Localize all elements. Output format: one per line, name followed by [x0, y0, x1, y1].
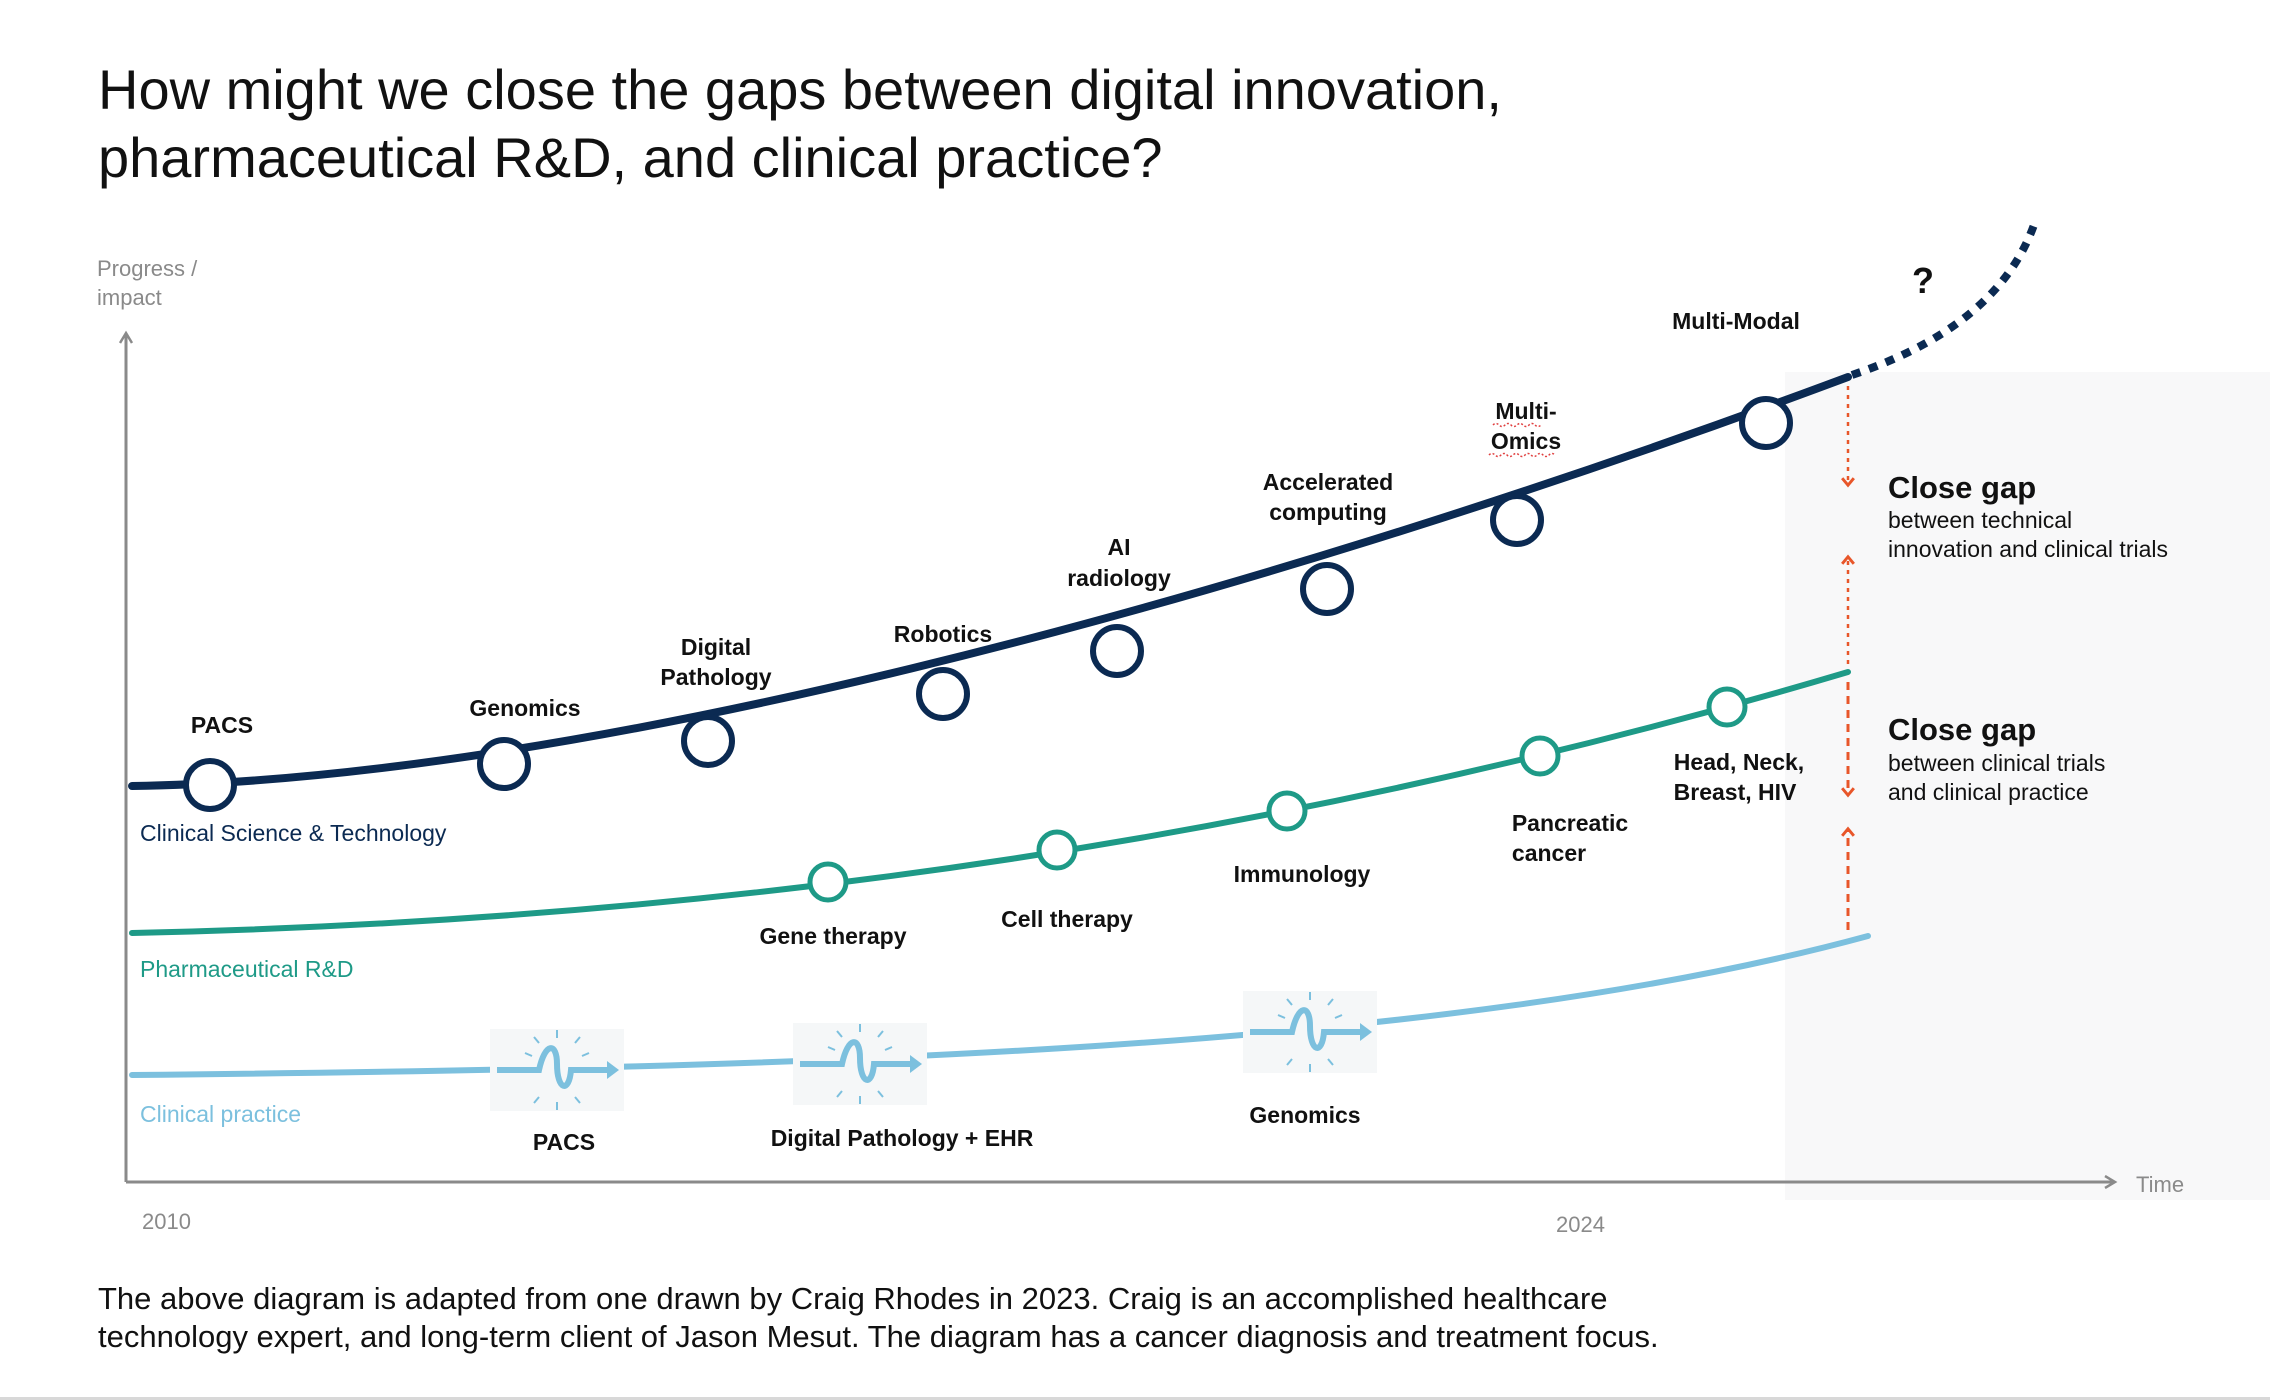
footnote: The above diagram is adapted from one dr… — [98, 1280, 1998, 1356]
tech-future-curve — [1850, 220, 2039, 379]
pharma-node — [1519, 735, 1561, 777]
tech-milestone-robotics: Robotics — [894, 621, 992, 721]
pharma-track-name: Pharmaceutical R&D — [140, 956, 353, 982]
tech-milestone-multi-modal: Multi-Modal — [1672, 308, 1800, 450]
spellcheck-underline — [1488, 422, 1556, 458]
gap-note-clinical-trials: Close gap between clinical trials and cl… — [1888, 712, 2105, 805]
pharma-milestone-label: Gene therapy — [760, 923, 907, 949]
clinical-milestone-label: PACS — [533, 1129, 595, 1155]
tech-milestone-accelerated-computing: Accelerated computing — [1263, 469, 1393, 616]
gap-note-line: between technical — [1888, 507, 2072, 533]
tech-node — [681, 714, 735, 768]
x-tick-end: 2024 — [1556, 1212, 1605, 1237]
gap-note-line: between clinical trials — [1888, 750, 2105, 776]
title-line-2: pharmaceutical R&D, and clinical practic… — [98, 126, 1163, 189]
y-axis-label-line1: Progress / — [97, 256, 198, 281]
footnote-line-2: technology expert, and long-term client … — [98, 1319, 1659, 1354]
tech-node — [1300, 562, 1354, 616]
clinical-milestone-genomics: Genomics — [1243, 991, 1377, 1128]
tech-node — [916, 667, 970, 721]
tech-milestone-genomics: Genomics — [469, 695, 581, 791]
title-line-1: How might we close the gaps between digi… — [98, 58, 1502, 121]
adoption-squiggle-icon — [490, 1029, 624, 1111]
tech-milestone-label: Digital — [681, 634, 751, 660]
tech-milestone-label: radiology — [1067, 565, 1171, 591]
pharma-milestone-cell-therapy: Cell therapy — [1001, 829, 1133, 932]
tech-node — [183, 758, 237, 812]
tech-milestone-label: Omics — [1491, 428, 1561, 454]
adoption-squiggle-icon — [1243, 991, 1377, 1073]
clinical-milestone-pacs: PACS — [490, 1029, 624, 1155]
tech-milestone-label: PACS — [191, 712, 253, 738]
pharma-curve — [129, 669, 1851, 936]
x-tick-start: 2010 — [142, 1209, 191, 1234]
adoption-squiggle-icon — [793, 1023, 927, 1105]
pharma-node — [1706, 686, 1748, 728]
tech-milestone-label: computing — [1269, 499, 1387, 525]
tech-milestone-digital-pathology: Digital Pathology — [660, 634, 772, 768]
pharma-node — [807, 861, 849, 903]
pharma-milestone-gene-therapy: Gene therapy — [760, 861, 907, 949]
tech-node — [1739, 396, 1793, 450]
tech-milestone-label: Multi- — [1495, 398, 1556, 424]
gap-note-technical-innovation: Close gap between technical innovation a… — [1888, 470, 2168, 562]
tech-milestone-label: Accelerated — [1263, 469, 1393, 495]
pharma-milestone-label: Immunology — [1234, 861, 1371, 887]
tech-milestone-ai-radiology: AI radiology — [1067, 534, 1171, 678]
pharma-milestone-pancreatic-cancer: Pancreatic cancer — [1512, 735, 1629, 866]
tech-node — [477, 737, 531, 791]
pharma-milestone-head-neck-breast-hiv: Head, Neck, Breast, HIV — [1674, 686, 1804, 805]
pharma-milestone-label: Cell therapy — [1001, 906, 1133, 932]
pharma-milestone-label: cancer — [1512, 840, 1586, 866]
tech-milestone-label: AI — [1108, 534, 1131, 560]
tech-milestone-pacs: PACS — [183, 712, 253, 812]
pharma-node — [1266, 790, 1308, 832]
tech-node — [1090, 624, 1144, 678]
tech-track-name: Clinical Science & Technology — [140, 820, 447, 846]
pharma-milestone-label: Breast, HIV — [1674, 779, 1797, 805]
clinical-milestone-label: Digital Pathology + EHR — [771, 1125, 1034, 1151]
tech-milestone-multi-omics: Multi- Omics — [1488, 398, 1561, 547]
clinical-track-name: Clinical practice — [140, 1101, 301, 1127]
future-question-mark: ? — [1912, 260, 1934, 301]
footnote-line-1: The above diagram is adapted from one dr… — [98, 1281, 1608, 1316]
clinical-milestone-digital-pathology-ehr: Digital Pathology + EHR — [771, 1023, 1034, 1151]
gap-note-title: Close gap — [1888, 470, 2036, 505]
bottom-divider — [0, 1397, 2270, 1400]
tech-node — [1490, 493, 1544, 547]
pharma-node — [1036, 829, 1078, 871]
y-axis-label-line2: impact — [97, 285, 162, 310]
x-axis-label: Time — [2136, 1172, 2184, 1197]
page-title: How might we close the gaps between digi… — [98, 56, 1798, 192]
clinical-milestone-label: Genomics — [1249, 1102, 1360, 1128]
gap-note-title: Close gap — [1888, 712, 2036, 747]
tech-curve — [128, 373, 1852, 790]
pharma-milestone-label: Head, Neck, — [1674, 749, 1804, 775]
gap-note-line: innovation and clinical trials — [1888, 536, 2168, 562]
tech-milestone-label: Pathology — [660, 664, 771, 690]
tech-milestone-label: Multi-Modal — [1672, 308, 1800, 334]
future-panel — [1785, 372, 2270, 1200]
clinical-curve — [129, 933, 1871, 1078]
gap-note-line: and clinical practice — [1888, 779, 2089, 805]
tech-milestone-label: Genomics — [469, 695, 580, 721]
tech-milestone-label: Robotics — [894, 621, 992, 647]
pharma-milestone-immunology: Immunology — [1234, 790, 1371, 887]
pharma-milestone-label: Pancreatic — [1512, 810, 1629, 836]
